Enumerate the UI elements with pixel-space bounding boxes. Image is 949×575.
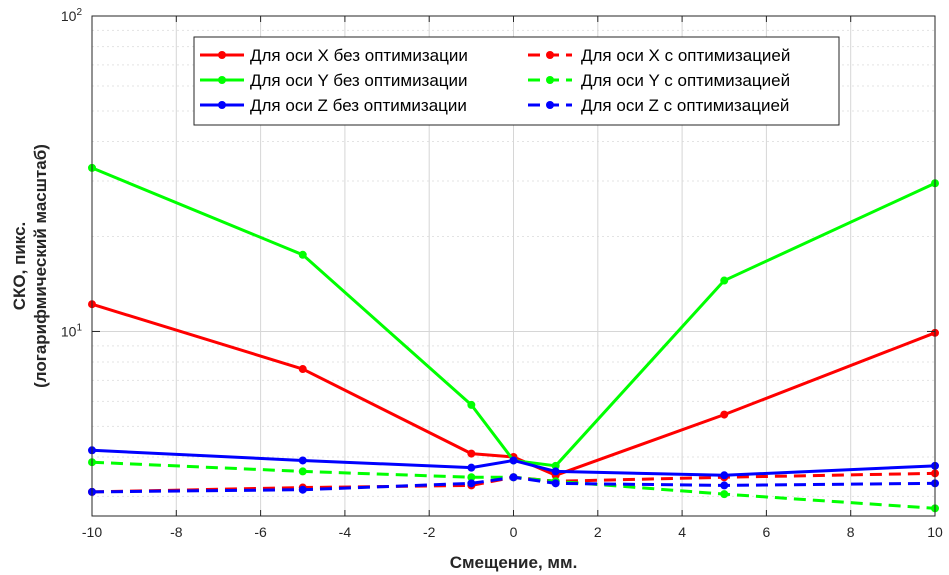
data-point	[298, 467, 307, 476]
legend-label: Для оси Z с оптимизацией	[581, 96, 789, 115]
y-tick-base: 10	[61, 8, 77, 24]
legend-marker	[218, 101, 226, 109]
data-point	[467, 400, 476, 409]
x-tick-label: 0	[510, 524, 518, 540]
x-axis-label: Смещение, мм.	[450, 553, 578, 572]
legend-marker	[546, 101, 554, 109]
data-point	[298, 456, 307, 465]
legend-item-5: Для оси Z без оптимизации	[200, 96, 467, 115]
data-point	[720, 471, 729, 480]
series-layer	[88, 163, 939, 513]
legend-marker	[218, 76, 226, 84]
data-point	[509, 456, 518, 465]
y-axis-label: СКО, пикс. (логарифмический масштаб)	[10, 144, 50, 388]
data-point	[467, 479, 476, 488]
x-tick-label: 4	[678, 524, 686, 540]
x-tick-label: -2	[423, 524, 436, 540]
data-point	[720, 276, 729, 285]
legend-item-4: Для оси Y с оптимизацией	[528, 71, 790, 90]
data-point	[551, 479, 560, 488]
legend-label: Для оси Z без оптимизации	[250, 96, 467, 115]
legend: Для оси X без оптимизации Для оси X с опт…	[193, 36, 840, 126]
data-point	[298, 485, 307, 494]
data-point	[509, 473, 518, 482]
data-point	[298, 365, 307, 374]
legend-label: Для оси Y без оптимизации	[250, 71, 468, 90]
series-5	[88, 446, 939, 480]
legend-item-3: Для оси Y без оптимизации	[200, 71, 468, 90]
x-tick-label: -4	[339, 524, 352, 540]
x-tick-label: -8	[170, 524, 183, 540]
x-tick-label: -6	[254, 524, 267, 540]
y-tick-label: 102	[61, 7, 83, 24]
legend-label: Для оси X без оптимизации	[250, 46, 468, 65]
legend-marker	[546, 51, 554, 59]
legend-item-2: Для оси X с оптимизацией	[528, 46, 790, 65]
data-point	[720, 481, 729, 490]
data-point	[551, 467, 560, 476]
legend-item-6: Для оси Z с оптимизацией	[528, 96, 789, 115]
x-tick-label: 10	[927, 524, 943, 540]
data-point	[720, 490, 729, 499]
data-point	[551, 461, 560, 470]
y-axis-label-line2: (логарифмический масштаб)	[31, 144, 50, 388]
data-point	[467, 449, 476, 458]
x-tick-label: 8	[847, 524, 855, 540]
data-point	[720, 410, 729, 419]
data-point	[298, 250, 307, 259]
y-tick-exponent: 2	[76, 7, 82, 18]
legend-label: Для оси Y с оптимизацией	[581, 71, 790, 90]
y-tick-exponent: 1	[76, 322, 82, 333]
y-axis-label-line1: СКО, пикс.	[10, 222, 29, 311]
x-tick-label: -10	[82, 524, 102, 540]
data-point	[467, 473, 476, 482]
y-tick-base: 10	[61, 323, 77, 339]
x-tick-label: 2	[594, 524, 602, 540]
legend-marker	[218, 51, 226, 59]
y-tick-label: 101	[61, 322, 83, 339]
legend-box	[193, 36, 840, 126]
legend-marker	[546, 76, 554, 84]
data-point	[467, 463, 476, 472]
x-tick-label: 6	[763, 524, 771, 540]
legend-label: Для оси X с оптимизацией	[581, 46, 790, 65]
legend-item-1: Для оси X без оптимизации	[200, 46, 468, 65]
